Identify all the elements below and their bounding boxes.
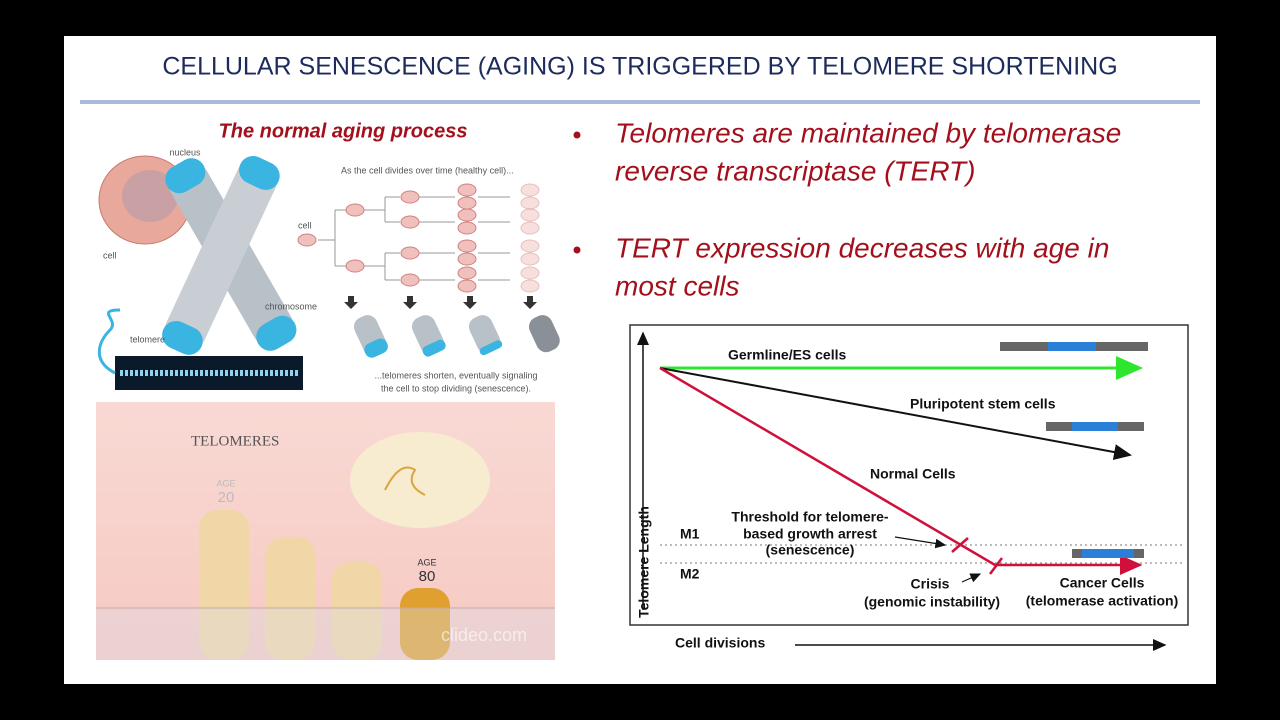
- cell-illustration: nucleus cell chromosome telomere: [97, 147, 317, 390]
- telomere-label: telomere: [130, 334, 165, 344]
- dividing-cells: [297, 183, 540, 293]
- division-cell-label: cell: [298, 220, 312, 230]
- bullet-text: most cells: [615, 270, 739, 301]
- bullet-text: Telomeres are maintained by telomerase: [615, 117, 1121, 148]
- division-tree: [318, 196, 510, 281]
- cancer-label: Cancer Cells: [1060, 575, 1145, 591]
- cancer-note: (telomerase activation): [1026, 593, 1179, 609]
- title-rule: [80, 100, 1200, 104]
- left-heading: The normal aging process: [219, 120, 468, 142]
- division-caption: As the cell divides over time (healthy c…: [341, 165, 514, 175]
- shortening-chromosomes: [344, 296, 560, 358]
- bullet-text: reverse transcriptase (TERT): [615, 155, 975, 186]
- line-label: Germline/ES cells: [728, 347, 846, 363]
- threshold-label: based growth arrest: [743, 526, 877, 542]
- telomere-figure: Germline/ES cells Pluripotent stem cells…: [629, 324, 1189, 651]
- chromosome-label: chromosome: [265, 301, 317, 311]
- shorten-caption: the cell to stop dividing (senescence).: [381, 383, 531, 393]
- age-value: 80: [419, 568, 436, 585]
- line-label: Pluripotent stem cells: [910, 396, 1056, 412]
- m2-label: M2: [680, 566, 700, 582]
- age-value: 20: [218, 489, 235, 506]
- crisis-label: Crisis: [911, 576, 950, 592]
- x-axis-label: Cell divisions: [675, 635, 765, 651]
- cell-label: cell: [103, 250, 117, 260]
- y-axis-label: Telomere Length: [636, 506, 652, 618]
- line-label: Normal Cells: [870, 466, 956, 482]
- m1-label: M1: [680, 526, 700, 542]
- slide-title: CELLULAR SENESCENCE (AGING) IS TRIGGERED…: [162, 53, 1117, 81]
- video-title: TELOMERES: [191, 433, 279, 449]
- crisis-note: (genomic instability): [864, 594, 1000, 610]
- bullet-dot: [573, 246, 581, 254]
- age-label: AGE: [216, 478, 235, 488]
- watermark: clideo.com: [441, 625, 527, 645]
- age-label: AGE: [417, 557, 436, 567]
- threshold-label: Threshold for telomere-: [731, 509, 888, 525]
- bullet-dot: [573, 131, 581, 139]
- video-frame: TELOMERES AGE 20 AGE 80 clideo.com: [96, 402, 555, 660]
- nucleus-label: nucleus: [169, 147, 201, 157]
- bullet-text: TERT expression decreases with age in: [615, 232, 1109, 263]
- shorten-caption: ...telomeres shorten, eventually signali…: [374, 370, 537, 380]
- threshold-label: (senescence): [766, 542, 855, 558]
